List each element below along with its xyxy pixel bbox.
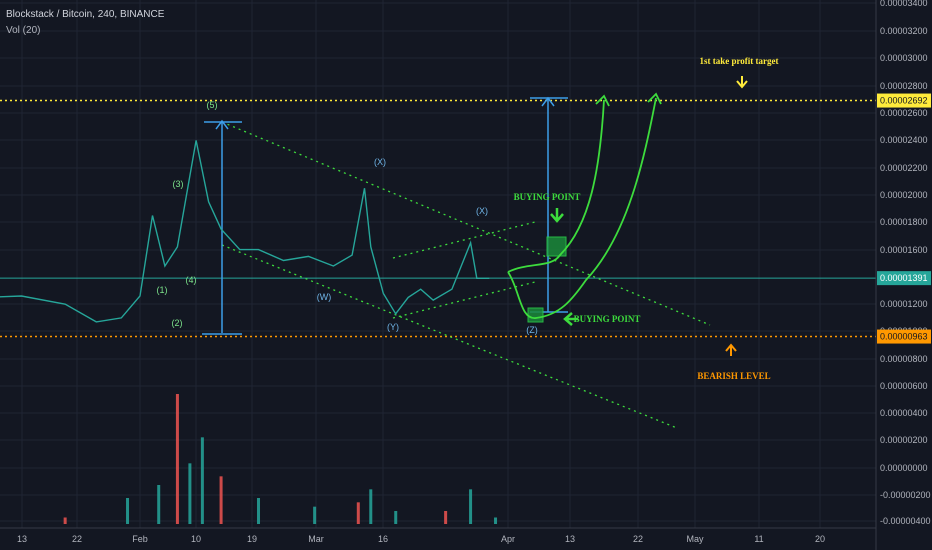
volume-bar-11 — [369, 489, 373, 524]
channel-lower-trendline — [221, 244, 678, 429]
price-tick-label-10: 0.00001200 — [880, 299, 928, 309]
time-tick-label-0: 13 — [17, 534, 27, 544]
price-tick-label-2: 0.00003000 — [880, 53, 928, 63]
wave-label-5: (W) — [317, 292, 332, 302]
price-tick-label-6: 0.00002200 — [880, 163, 928, 173]
time-tick-label-7: Apr — [501, 534, 515, 544]
current-price-tag-text: 0.00001391 — [880, 273, 928, 283]
buying-zone-lower — [527, 307, 544, 323]
wave-label-6: (X) — [374, 157, 386, 167]
time-tick-label-12: 20 — [815, 534, 825, 544]
volume-bar-12 — [394, 511, 398, 524]
price-tick-label-8: 0.00001800 — [880, 217, 928, 227]
triangle-upper-trendline — [392, 221, 536, 259]
take-profit-price-tag-text: 0.00002692 — [880, 96, 928, 106]
time-tick-label-2: Feb — [132, 534, 148, 544]
volume-bar-7 — [219, 476, 223, 524]
current-price-tag-bg — [877, 271, 931, 286]
volume-bar-4 — [175, 394, 179, 524]
price-tick-label-5: 0.00002400 — [880, 135, 928, 145]
bearish-price-tag-text: 0.00000963 — [880, 332, 928, 342]
time-tick-label-10: May — [686, 534, 704, 544]
chart-grid — [0, 0, 876, 528]
annotation-buying-point-upper: BUYING POINT — [514, 192, 581, 202]
volume-indicator-label[interactable]: Vol (20) — [6, 25, 41, 36]
price-axis[interactable]: 0.00003400 0.00003200 0.00003000 0.00002800… — [875, 0, 932, 550]
arrow-down-take-profit — [736, 76, 748, 89]
projection-path-bullish — [507, 99, 605, 273]
chart-title[interactable]: Blockstack / Bitcoin, 240, BINANCE — [6, 9, 165, 20]
price-line — [0, 140, 490, 323]
channel-upper-trendline — [221, 121, 711, 326]
time-tick-label-3: 10 — [191, 534, 201, 544]
price-tick-label-17: -0.00000200 — [880, 490, 931, 500]
price-tick-label-7: 0.00002000 — [880, 190, 928, 200]
arrow-down-buying-point — [550, 208, 564, 223]
wave-label-0: (1) — [157, 285, 168, 295]
time-tick-label-4: 19 — [247, 534, 257, 544]
bearish-price-tag-bg — [877, 329, 931, 344]
volume-bar-15 — [494, 517, 498, 524]
arrow-left-buying-point — [563, 312, 578, 326]
time-axis[interactable]: 13 22 Feb 10 19 Mar 16 Apr 13 22 May 11 20 — [0, 527, 876, 544]
projection-path-dip-first — [507, 97, 657, 319]
volume-bar-6 — [200, 437, 204, 524]
annotation-bearish-level: BEARISH LEVEL — [697, 371, 770, 381]
price-tick-label-9: 0.00001600 — [880, 245, 928, 255]
wave-label-2: (3) — [173, 179, 184, 189]
wave-label-3: (4) — [186, 275, 197, 285]
chart-annotations: (1) (2) (3) (4) (5) (W) (X) (Y) (X) (Z) 1st take p… — [157, 56, 779, 381]
arrow-up-bearish-level — [725, 343, 737, 356]
time-tick-label-11: 11 — [754, 534, 763, 544]
annotation-buying-point-lower: BUYING POINT — [574, 314, 641, 324]
wave-label-9: (Z) — [526, 325, 538, 335]
time-tick-label-5: Mar — [308, 534, 324, 544]
volume-bar-9 — [313, 506, 317, 524]
volume-bars — [63, 394, 498, 524]
measure-right-arrowhead — [541, 96, 555, 107]
triangle-lower-trendline — [392, 281, 536, 319]
price-tick-label-1: 0.00003200 — [880, 26, 928, 36]
volume-bar-10 — [356, 502, 360, 524]
buying-zone-upper — [546, 236, 567, 257]
price-tick-label-4: 0.00002600 — [880, 108, 928, 118]
volume-bar-8 — [257, 498, 261, 524]
price-tick-label-0: 0.00003400 — [880, 0, 928, 8]
price-tick-label-3: 0.00002800 — [880, 81, 928, 91]
volume-bar-1 — [63, 517, 67, 524]
volume-bar-14 — [469, 489, 473, 524]
price-tick-label-15: 0.00000200 — [880, 435, 928, 445]
take-profit-price-tag-bg — [877, 93, 931, 108]
time-tick-label-8: 13 — [565, 534, 575, 544]
time-tick-label-6: 16 — [378, 534, 388, 544]
volume-bar-5 — [188, 463, 192, 524]
volume-bar-3 — [157, 485, 161, 524]
volume-bar-2 — [126, 498, 130, 524]
wave-label-1: (2) — [172, 318, 183, 328]
annotation-take-profit: 1st take profit target — [699, 56, 778, 66]
wave-label-4: (5) — [207, 100, 218, 110]
price-series — [0, 140, 490, 323]
volume-bar-13 — [444, 511, 448, 524]
projection-arrowhead-bullish — [595, 94, 610, 107]
price-tick-label-12: 0.00000800 — [880, 354, 928, 364]
wave-label-8: (X) — [476, 206, 488, 216]
price-tick-label-13: 0.00000600 — [880, 381, 928, 391]
drawing-overlays — [0, 92, 876, 429]
measure-left-arrowhead — [215, 119, 229, 130]
price-tick-label-16: 0.00000000 — [880, 463, 928, 473]
time-tick-label-1: 22 — [72, 534, 82, 544]
projection-arrowhead-dip-first — [647, 92, 662, 105]
wave-label-7: (Y) — [387, 322, 399, 332]
price-tick-label-14: 0.00000400 — [880, 408, 928, 418]
time-tick-label-9: 22 — [633, 534, 643, 544]
price-tick-label-18: -0.00000400 — [880, 516, 931, 526]
